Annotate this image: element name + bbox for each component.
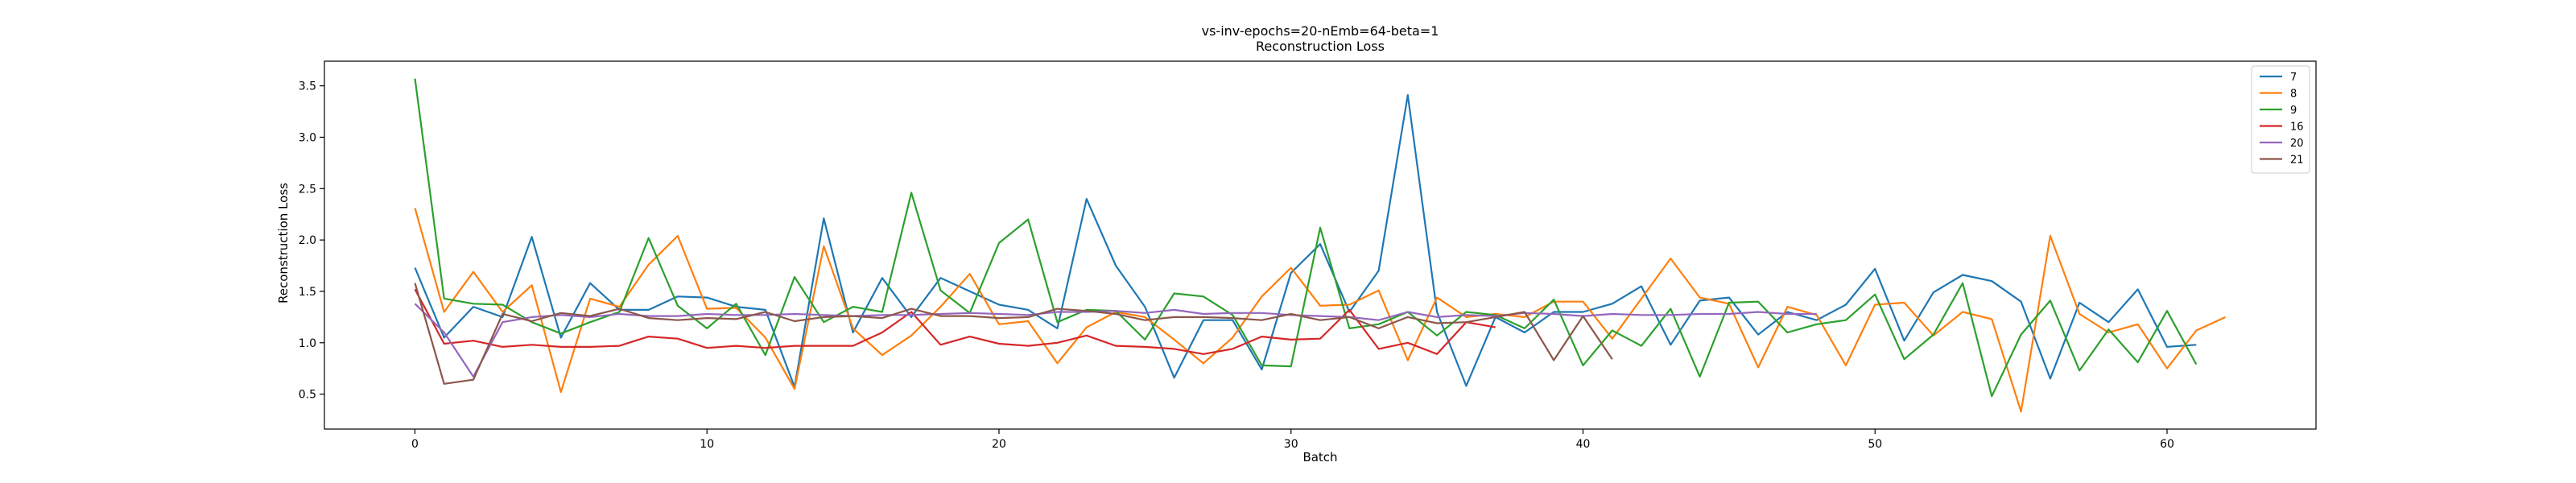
legend-label-8: 8 (2290, 89, 2297, 101)
y-tick-label-3.5: 3.5 (299, 80, 316, 93)
x-tick-label-30: 30 (1284, 438, 1298, 451)
series-line-7 (414, 93, 2197, 388)
y-tick-label-1: 1.0 (299, 337, 316, 350)
x-tick-label-50: 50 (1868, 438, 1882, 451)
x-tick-label-0: 0 (411, 438, 419, 451)
x-axis-label: Batch (1302, 450, 1337, 464)
legend: 7 8 9 16 20 21 (2251, 65, 2310, 174)
legend-label-16: 16 (2290, 122, 2304, 134)
plot-frame (324, 60, 2317, 430)
y-tick-label-2.5: 2.5 (299, 183, 316, 196)
x-tick-label-10: 10 (700, 438, 714, 451)
series-line-21 (414, 283, 1613, 385)
y-tick-label-0.5: 0.5 (299, 389, 316, 402)
series-line-8 (414, 208, 2226, 413)
legend-label-21: 21 (2290, 155, 2304, 167)
y-tick-label-2: 2.0 (299, 234, 316, 247)
axes-layer: 0 10 20 30 40 50 60 0.5 1.0 1.5 2.0 2.5 3.0 3.5 (299, 60, 2317, 451)
legend-label-20: 20 (2290, 138, 2304, 150)
x-tick-label-40: 40 (1576, 438, 1591, 451)
legend-label-9: 9 (2290, 105, 2297, 117)
chart-title: vs-inv-epochs=20-nEmb=64-beta=1 (1202, 23, 1439, 39)
chart-subtitle: Reconstruction Loss (1256, 39, 1385, 54)
x-tick-label-60: 60 (2160, 438, 2174, 451)
y-tick-label-3: 3.0 (299, 131, 316, 144)
series-line-16 (414, 288, 1496, 355)
y-axis-label: Reconstruction Loss (276, 183, 291, 303)
series-line-9 (414, 78, 2198, 398)
x-tick-label-20: 20 (992, 438, 1006, 451)
series-layer (414, 78, 2226, 413)
y-tick-label-1.5: 1.5 (299, 286, 316, 299)
legend-label-7: 7 (2290, 72, 2297, 84)
